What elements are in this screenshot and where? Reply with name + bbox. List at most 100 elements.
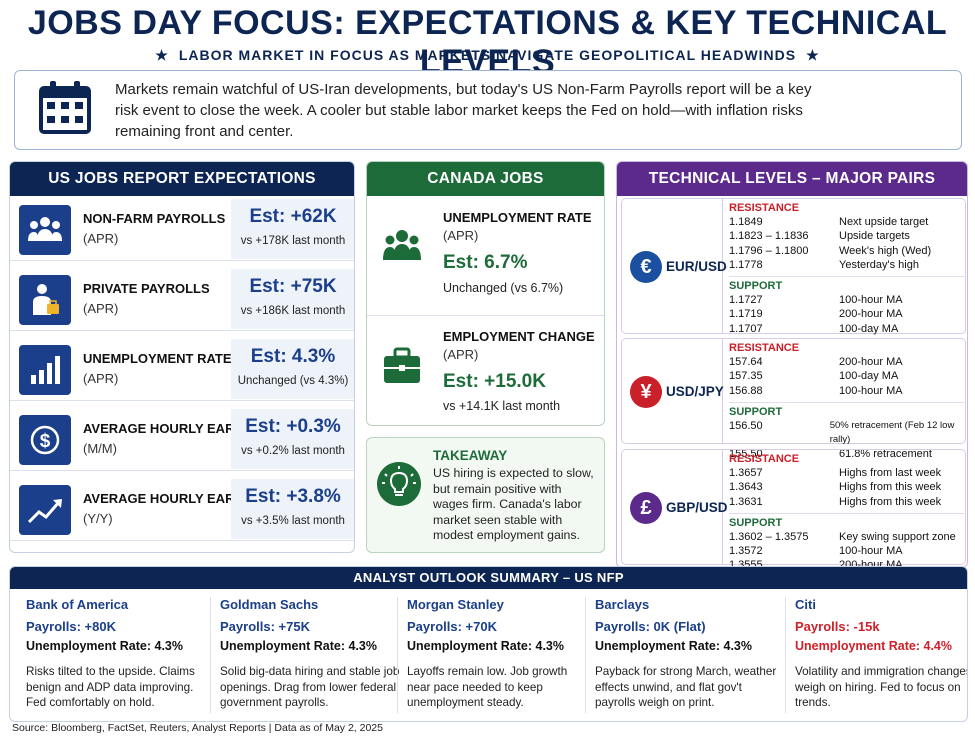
level-row: 1.1719 200-hour MA	[729, 307, 964, 321]
level-value: 1.1707	[729, 322, 763, 335]
us-row: NON-FARM PAYROLLS (APR) Est: +62K vs +178K …	[10, 197, 354, 261]
level-row: 155.50 61.8% retracement	[729, 447, 965, 461]
level-value: 1.3555	[729, 559, 763, 568]
us-row-vs: vs +3.5% last month	[241, 515, 345, 527]
pair-tag: ¥ USD/JPY	[622, 339, 724, 443]
canada-row-employment: EMPLOYMENT CHANGE (APR) Est: +15.0K vs +…	[367, 317, 604, 425]
page-title: JOBS DAY FOCUS: EXPECTATIONS & KEY TECHN…	[27, 4, 948, 81]
level-row: 1.3631 Highs from this week	[729, 495, 964, 509]
analyst-panel-heading: ANALYST OUTLOOK SUMMARY – US NFP	[10, 567, 967, 589]
level-row: 1.1796 – 1.1800 Week's high (Wed)	[729, 244, 964, 258]
level-value: 1.1823 – 1.1836	[729, 230, 809, 243]
us-estimate-box: Est: +75K vs +186K last month	[231, 269, 354, 329]
pair-name: EUR/USD	[666, 259, 727, 274]
star-icon: ★	[806, 47, 820, 63]
level-row: 156.88 100-hour MA	[729, 384, 965, 398]
resistance-levels: RESISTANCE 1.3657 Highs from last week 1.36…	[729, 452, 964, 568]
canada-row-estimate: Est: 6.7%	[443, 252, 528, 273]
takeaway-title: TAKEAWAY	[433, 448, 508, 463]
level-value: 1.1796 – 1.1800	[729, 244, 809, 257]
us-row-label: AVERAGE HOURLY EARNINGS	[83, 421, 276, 436]
technical-panel-heading: TECHNICAL LEVELS – MAJOR PAIRS	[617, 162, 967, 196]
us-row-sub: (M/M)	[83, 441, 117, 456]
level-value: 1.1719	[729, 308, 763, 321]
level-desc: 100-hour MA	[839, 545, 903, 558]
level-value: 1.1727	[729, 294, 763, 307]
us-row-vs: Unchanged (vs 4.3%)	[237, 375, 349, 387]
trend-up-icon	[19, 485, 71, 535]
level-desc: 200-hour MA	[839, 559, 903, 568]
level-desc: 100-hour MA	[839, 294, 903, 307]
analyst-outlook-panel: ANALYST OUTLOOK SUMMARY – US NFP Bank of…	[9, 566, 968, 722]
us-row: $ AVERAGE HOURLY EARNINGS (M/M) Est: +0.3% v…	[10, 407, 354, 471]
bank-payrolls: Payrolls: +80K	[26, 619, 116, 634]
level-value: 157.64	[729, 356, 763, 369]
us-row-sub: (APR)	[83, 301, 119, 316]
bank-unemployment: Unemployment Rate: 4.3%	[407, 639, 564, 653]
bank-unemployment: Unemployment Rate: 4.3%	[220, 639, 377, 653]
bank-unemployment: Unemployment Rate: 4.4%	[795, 639, 952, 653]
column-divider	[585, 597, 586, 713]
level-row: 1.1727 100-hour MA	[729, 293, 964, 307]
us-estimate-box: Est: +0.3% vs +0.2% last month	[231, 409, 354, 469]
pair-name: GBP/USD	[666, 500, 728, 515]
level-desc: 200-hour MA	[839, 356, 903, 369]
bank-note: Solid big-data hiring and stable job ope…	[220, 665, 400, 709]
level-row: 1.1823 – 1.1836 Upside targets	[729, 229, 964, 243]
bank-name: Bank of America	[26, 597, 129, 612]
source-footnote: Source: Bloomberg, FactSet, Reuters, Ana…	[12, 722, 383, 734]
us-row: PRIVATE PAYROLLS (APR) Est: +75K vs +186K l…	[10, 267, 354, 331]
level-desc: 100-day MA	[839, 370, 899, 383]
svg-text:$: $	[40, 431, 51, 452]
level-row: 156.50 50% retracement (Feb 12 low rally)	[729, 419, 965, 447]
us-row-label: PRIVATE PAYROLLS	[83, 281, 210, 296]
analyst-column: Citi Payrolls: -15k Unemployment Rate: 4.4…	[795, 597, 967, 717]
column-divider	[785, 597, 786, 713]
pair-card: € EUR/USD RESISTANCE 1.1849 Next upside targ…	[621, 198, 966, 335]
level-value: 1.3572	[729, 545, 763, 558]
support-heading: SUPPORT	[729, 401, 964, 419]
bank-name: Goldman Sachs	[220, 597, 319, 612]
level-value: 1.3643	[729, 481, 763, 494]
level-value: 1.3631	[729, 495, 763, 508]
us-row-vs: vs +178K last month	[240, 235, 346, 247]
calendar-icon	[39, 81, 91, 134]
us-row-label: UNEMPLOYMENT RATE	[83, 351, 232, 366]
level-desc: 100-day MA	[839, 322, 899, 335]
bank-name: Barclays	[595, 597, 650, 612]
bank-payrolls: Payrolls: +70K	[407, 619, 497, 634]
level-desc: Week's high (Wed)	[839, 244, 932, 257]
people-icon	[383, 230, 421, 260]
support-heading: SUPPORT	[729, 276, 964, 293]
people-icon	[19, 205, 71, 255]
us-row-sub: (Y/Y)	[83, 511, 113, 526]
bank-payrolls: Payrolls: 0K (Flat)	[595, 619, 706, 634]
resistance-heading: RESISTANCE	[729, 453, 800, 465]
level-desc: Highs from this week	[839, 495, 942, 508]
intro-text: Markets remain watchful of US-Iran devel…	[115, 81, 812, 140]
canada-row-vs: Unchanged (vs 6.7%)	[443, 281, 564, 295]
canada-row-unemployment: UNEMPLOYMENT RATE (APR) Est: 6.7% Unchan…	[367, 196, 604, 316]
us-row: UNEMPLOYMENT RATE (APR) Est: 4.3% Unchanged…	[10, 337, 354, 401]
canada-row-vs: vs +14.1K last month	[443, 399, 561, 413]
dollar-icon: $	[19, 415, 71, 465]
level-row: 1.3555 200-hour MA	[729, 558, 964, 568]
level-row: 157.35 100-day MA	[729, 369, 965, 383]
level-desc: 100-hour MA	[839, 384, 903, 397]
us-row-estimate: Est: 4.3%	[250, 346, 336, 367]
canada-row-label: EMPLOYMENT CHANGE	[443, 329, 595, 344]
level-row: 157.64 200-hour MA	[729, 355, 965, 369]
level-desc: Highs from this week	[839, 481, 942, 494]
level-value: 1.3602 – 1.3575	[729, 531, 809, 544]
level-desc: Yesterday's high	[839, 258, 919, 271]
bank-unemployment: Unemployment Rate: 4.3%	[26, 639, 183, 653]
level-value: 155.50	[729, 448, 763, 461]
us-row-label: AVERAGE HOURLY EARNINGS	[83, 491, 276, 506]
level-desc: Key swing support zone	[839, 531, 956, 544]
us-panel-heading: US JOBS REPORT EXPECTATIONS	[10, 162, 354, 196]
bank-name: Morgan Stanley	[407, 597, 504, 612]
bank-payrolls: Payrolls: +75K	[220, 619, 310, 634]
level-desc: 61.8% retracement	[839, 448, 932, 461]
page-subtitle: ★ LABOR MARKET IN FOCUS AS MARKETS NAVIGA…	[0, 47, 975, 64]
level-desc: Next upside target	[839, 216, 929, 229]
